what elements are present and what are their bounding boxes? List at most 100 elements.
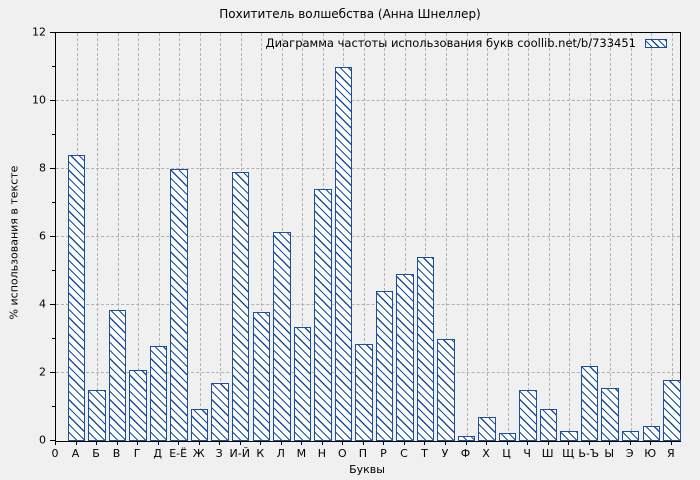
y-tick-label: 0 xyxy=(39,433,46,447)
x-tick-mark xyxy=(75,441,77,445)
v-gridline xyxy=(569,33,571,441)
v-gridline xyxy=(302,33,304,441)
x-tick-mark xyxy=(547,441,549,445)
y-tick-label: 2 xyxy=(39,365,46,379)
y-tick-mark xyxy=(50,440,55,441)
bar-Ь-Ъ xyxy=(580,366,599,441)
bar-Ш xyxy=(539,408,558,441)
x-tick-mark xyxy=(157,441,159,445)
plot-area: Диаграмма частоты использования букв coo… xyxy=(55,32,681,442)
x-tick-mark xyxy=(239,441,241,445)
x-tick-label: З xyxy=(215,447,223,460)
bar-Ы xyxy=(601,388,619,441)
v-gridline xyxy=(220,33,222,441)
x-tick-mark xyxy=(527,441,529,445)
y-tick-label: 8 xyxy=(39,161,46,175)
x-tick-mark xyxy=(383,441,385,445)
y-tick-mark xyxy=(50,100,55,101)
x-tick-label: Р xyxy=(380,447,387,460)
v-gridline xyxy=(630,33,632,441)
v-gridline xyxy=(117,33,119,441)
v-gridline xyxy=(404,33,406,441)
bar-Ю xyxy=(642,425,660,441)
bar-П xyxy=(355,344,373,441)
x-tick-mark xyxy=(55,441,56,445)
legend: Диаграмма частоты использования букв coo… xyxy=(266,36,667,50)
bar-Р xyxy=(375,291,394,441)
x-tick-label: Д xyxy=(153,447,162,460)
x-tick-mark xyxy=(445,441,446,445)
v-gridline xyxy=(384,33,386,441)
x-tick-label: 0 xyxy=(51,447,59,460)
v-gridline xyxy=(610,33,612,441)
bar-Д xyxy=(149,345,168,441)
y-tick-mark xyxy=(50,32,55,33)
v-gridline xyxy=(446,33,447,441)
bar-О xyxy=(334,67,353,441)
x-tick-label: Ц xyxy=(502,447,511,460)
x-tick-label: Ч xyxy=(523,447,531,460)
v-gridline xyxy=(548,33,550,441)
x-tick-label: Я xyxy=(666,447,675,460)
x-tick-label: А xyxy=(71,447,80,460)
x-tick-mark xyxy=(301,441,303,445)
legend-label: Диаграмма частоты использования букв coo… xyxy=(265,36,636,50)
bar-Ж xyxy=(190,408,209,441)
v-gridline xyxy=(487,33,489,441)
v-gridline xyxy=(138,33,140,441)
bar-Э xyxy=(621,430,640,441)
y-minor-tick-mark xyxy=(52,134,55,135)
x-tick-mark xyxy=(609,441,611,445)
x-tick-mark xyxy=(321,441,323,445)
x-tick-label: Ж xyxy=(192,447,205,460)
x-tick-label: К xyxy=(256,447,265,460)
x-tick-label: Ы xyxy=(604,447,615,460)
y-tick-label: 12 xyxy=(32,25,46,39)
bar-Т xyxy=(416,257,435,441)
x-tick-label: Ш xyxy=(541,447,554,460)
x-tick-mark xyxy=(506,441,508,445)
v-gridline xyxy=(589,33,591,441)
y-tick-mark xyxy=(50,236,55,237)
y-minor-tick-mark xyxy=(52,338,55,339)
x-tick-label: Л xyxy=(276,447,285,460)
v-gridline xyxy=(97,33,99,441)
x-tick-mark xyxy=(178,441,180,445)
x-tick-label: У xyxy=(441,447,449,460)
x-tick-label: Г xyxy=(133,447,141,460)
v-gridline xyxy=(261,33,263,441)
bar-Щ xyxy=(560,430,578,441)
h-gridline xyxy=(56,304,680,305)
x-tick-label: Щ xyxy=(562,447,575,460)
bar-Г xyxy=(129,369,147,441)
x-tick-label: Т xyxy=(421,447,428,460)
bar-У xyxy=(437,339,455,441)
x-tick-label: О xyxy=(338,447,347,460)
x-tick-label: П xyxy=(358,447,368,460)
x-tick-label: Ь-Ъ xyxy=(578,447,600,460)
x-tick-mark xyxy=(670,441,672,445)
v-gridline xyxy=(528,33,530,441)
x-tick-mark xyxy=(424,441,426,445)
bar-А xyxy=(67,155,86,441)
bar-Ч xyxy=(519,390,537,441)
bar-З xyxy=(211,383,229,441)
x-tick-mark xyxy=(486,441,488,445)
chart-title: Похититель волшебства (Анна Шнеллер) xyxy=(219,7,481,21)
bar-С xyxy=(396,274,414,441)
y-tick-mark xyxy=(50,372,55,373)
x-tick-mark xyxy=(465,441,467,445)
x-tick-label: В xyxy=(112,447,121,460)
x-tick-mark xyxy=(403,441,405,445)
v-gridline xyxy=(363,33,365,441)
y-tick-mark xyxy=(50,304,55,305)
x-tick-label: Б xyxy=(92,447,100,460)
x-axis-title: Буквы xyxy=(349,463,385,476)
bar-Х xyxy=(478,417,496,441)
x-tick-mark xyxy=(219,441,221,445)
y-minor-tick-mark xyxy=(52,66,55,67)
x-tick-mark xyxy=(96,441,98,445)
v-gridline xyxy=(425,33,427,441)
x-tick-label: М xyxy=(296,447,307,460)
x-tick-mark xyxy=(588,441,590,445)
